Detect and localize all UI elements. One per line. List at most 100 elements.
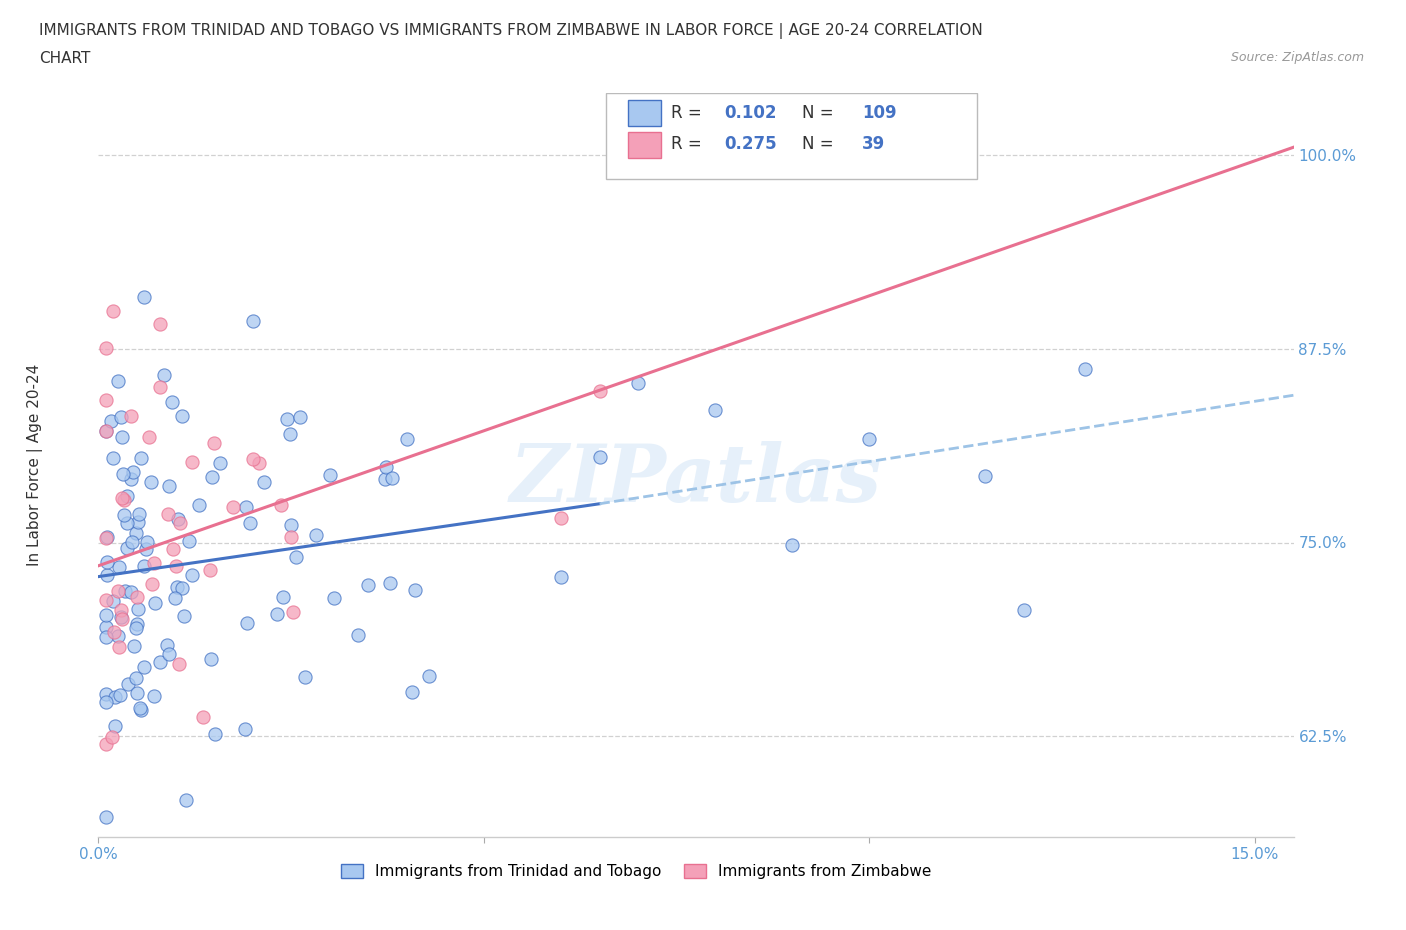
Point [138,430,160,445]
Point [103,451,125,466]
Point [110,603,132,618]
Point [101,593,124,608]
Point [235,499,257,514]
Point [115,489,138,504]
Point [134,559,156,574]
Point [135,542,157,557]
Point [136,534,159,549]
Point [94,608,117,623]
Text: 39: 39 [862,136,886,153]
Text: 0.275: 0.275 [724,136,778,153]
Point [187,498,209,512]
Point [122,638,145,653]
Point [121,535,143,550]
Point [588,449,610,464]
Point [124,621,146,636]
Point [163,591,186,605]
Point [974,469,997,484]
Point [242,313,264,328]
Point [404,582,426,597]
Point [134,289,156,304]
Point [128,507,150,522]
Point [127,602,149,617]
Point [550,511,572,525]
Point [100,413,122,428]
Point [288,410,311,425]
Point [177,534,200,549]
Point [357,578,380,592]
Point [1012,603,1035,618]
Point [209,456,232,471]
Point [281,604,304,619]
Text: R =: R = [671,104,702,122]
Point [94,592,117,607]
Point [121,464,143,479]
Point [380,471,402,485]
Point [107,373,129,388]
Point [96,529,118,544]
Text: 0.102: 0.102 [724,104,778,122]
Point [94,423,117,438]
Point [96,554,118,569]
Point [270,498,292,512]
Point [115,516,138,531]
Point [157,479,180,494]
Point [127,515,149,530]
Point [294,670,316,684]
Point [162,542,184,557]
Point [157,647,180,662]
Point [121,584,143,599]
Point [156,638,179,653]
Point [380,576,402,591]
Point [108,640,131,655]
Point [149,317,172,332]
Point [142,556,165,571]
Text: N =: N = [803,104,834,122]
Point [149,655,172,670]
Point [201,470,224,485]
Point [143,596,166,611]
Point [319,468,342,483]
Legend: Immigrants from Trinidad and Tobago, Immigrants from Zimbabwe: Immigrants from Trinidad and Tobago, Imm… [335,857,938,885]
Point [395,432,418,446]
Point [125,671,148,685]
Point [266,607,288,622]
Point [94,630,117,644]
Point [94,423,117,438]
FancyBboxPatch shape [628,100,661,126]
Point [129,703,152,718]
Point [96,567,118,582]
Point [374,472,396,486]
Point [401,684,423,699]
Point [704,403,727,418]
Point [132,659,155,674]
Point [127,617,149,631]
Point [111,429,134,444]
Point [156,507,179,522]
Point [166,512,188,526]
Point [285,550,308,565]
Point [124,525,146,540]
Point [94,530,117,545]
Point [180,567,202,582]
Point [107,584,129,599]
Text: R =: R = [671,136,702,153]
Point [131,451,153,466]
Point [374,459,396,474]
Point [200,652,222,667]
Point [169,515,191,530]
Point [280,427,302,442]
Point [170,580,193,595]
Point [120,472,142,486]
Point [94,737,117,751]
Text: 109: 109 [862,104,897,122]
Point [110,610,132,625]
Text: ZIPatlas: ZIPatlas [510,441,882,519]
Point [305,527,328,542]
Point [252,475,274,490]
Point [1074,362,1097,377]
Point [94,393,117,408]
Point [107,628,129,643]
Point [204,726,226,741]
Point [110,410,132,425]
